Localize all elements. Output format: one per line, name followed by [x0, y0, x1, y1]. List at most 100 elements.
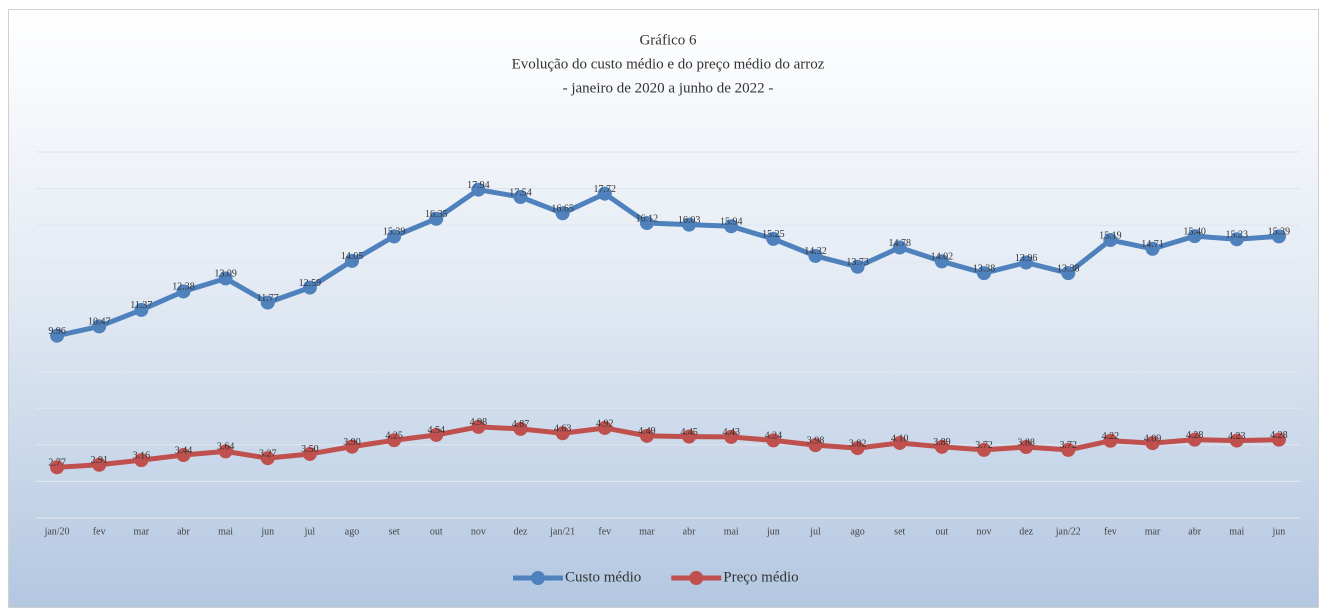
data-point: [1229, 232, 1244, 247]
data-point: [1103, 233, 1118, 248]
data-point: [134, 302, 149, 317]
data-point: [1061, 442, 1076, 457]
data-label: 2.77: [48, 458, 66, 469]
data-point: [92, 319, 107, 334]
chart-title: - janeiro de 2020 a junho de 2022 -: [563, 80, 774, 96]
data-point: [724, 429, 739, 444]
legend-label: Custo médio: [565, 569, 641, 585]
data-label: 3.27: [259, 448, 277, 459]
data-point: [1187, 229, 1202, 244]
data-point: [134, 453, 149, 468]
x-tick-label: ago: [850, 526, 864, 537]
data-label: 4.10: [891, 433, 909, 444]
data-label: 13.96: [1015, 253, 1038, 264]
data-point: [50, 328, 65, 343]
chart-area: [8, 9, 1319, 608]
data-label: 9.96: [48, 326, 66, 337]
data-label: 13.38: [973, 263, 996, 274]
data-point: [1187, 432, 1202, 447]
data-point: [1271, 229, 1286, 244]
data-point: [808, 248, 823, 263]
data-label: 13.73: [846, 257, 869, 268]
data-label: 3.50: [301, 444, 319, 455]
data-point: [176, 448, 191, 463]
data-label: 17.72: [594, 184, 617, 195]
data-point: [934, 254, 949, 269]
x-tick-label: mar: [1145, 526, 1161, 537]
data-point: [1103, 433, 1118, 448]
data-point: [555, 426, 570, 441]
x-tick-label: jun: [260, 526, 274, 537]
data-label: 15.40: [1183, 226, 1206, 237]
data-label: 4.22: [1102, 431, 1120, 442]
data-label: 4.28: [1270, 430, 1288, 441]
data-label: 13.38: [1057, 263, 1080, 274]
legend-label: Preço médio: [723, 569, 798, 585]
data-point: [429, 427, 444, 442]
data-label: 3.44: [175, 445, 193, 456]
data-label: 4.25: [385, 431, 403, 442]
data-label: 16.03: [678, 215, 701, 226]
data-label: 4.63: [554, 424, 572, 435]
data-point: [597, 186, 612, 201]
data-label: 11.77: [257, 293, 279, 304]
data-point: [260, 295, 275, 310]
data-label: 3.89: [933, 437, 951, 448]
data-point: [555, 206, 570, 221]
x-tick-label: jul: [809, 526, 821, 537]
data-label: 3.88: [1017, 437, 1035, 448]
data-point: [1271, 432, 1286, 447]
data-point: [302, 280, 317, 295]
data-point: [934, 439, 949, 454]
x-tick-label: abr: [177, 526, 190, 537]
data-label: 12.38: [172, 282, 195, 293]
chart-title: Gráfico 6: [639, 32, 697, 48]
data-point: [724, 219, 739, 234]
data-label: 15.39: [1268, 227, 1291, 238]
data-label: 16.65: [551, 204, 574, 215]
data-label: 14.02: [931, 252, 954, 263]
data-point: [597, 420, 612, 435]
data-label: 4.92: [596, 418, 614, 429]
x-tick-label: mar: [639, 526, 655, 537]
data-label: 3.16: [133, 450, 151, 461]
data-point: [639, 428, 654, 443]
x-tick-label: ago: [345, 526, 359, 537]
data-point: [387, 229, 402, 244]
data-label: 4.43: [722, 427, 740, 438]
data-label: 3.90: [343, 437, 361, 448]
data-label: 12.59: [299, 278, 322, 289]
data-point: [387, 433, 402, 448]
x-tick-label: jan/21: [549, 526, 575, 537]
x-tick-label: jul: [304, 526, 316, 537]
data-point: [50, 460, 65, 475]
data-point: [345, 253, 359, 268]
x-tick-label: jun: [766, 526, 780, 537]
data-label: 4.54: [428, 425, 446, 436]
data-label: 4.23: [1228, 431, 1246, 442]
data-label: 4.98: [470, 417, 488, 428]
x-tick-label: fev: [1104, 526, 1117, 537]
x-tick-label: out: [430, 526, 443, 537]
series-line: [56, 187, 1280, 339]
data-point: [302, 446, 317, 461]
data-point: [260, 451, 275, 466]
data-point: [513, 421, 528, 436]
data-label: 14.05: [341, 251, 364, 262]
data-point: [766, 231, 781, 246]
data-point: [1061, 266, 1076, 281]
x-tick-label: mai: [1229, 526, 1244, 537]
data-label: 16.12: [636, 213, 659, 224]
data-label: 3.98: [807, 435, 825, 446]
data-label: 2.91: [90, 455, 108, 466]
data-point: [218, 444, 233, 459]
data-label: 13.09: [214, 269, 237, 280]
data-label: 4.09: [1144, 433, 1162, 444]
x-tick-label: set: [389, 526, 400, 537]
x-tick-label: nov: [471, 526, 486, 537]
data-point: [471, 419, 486, 434]
data-label: 16.35: [425, 209, 448, 220]
data-label: 3.72: [975, 440, 993, 451]
data-label: 14.32: [804, 246, 827, 257]
